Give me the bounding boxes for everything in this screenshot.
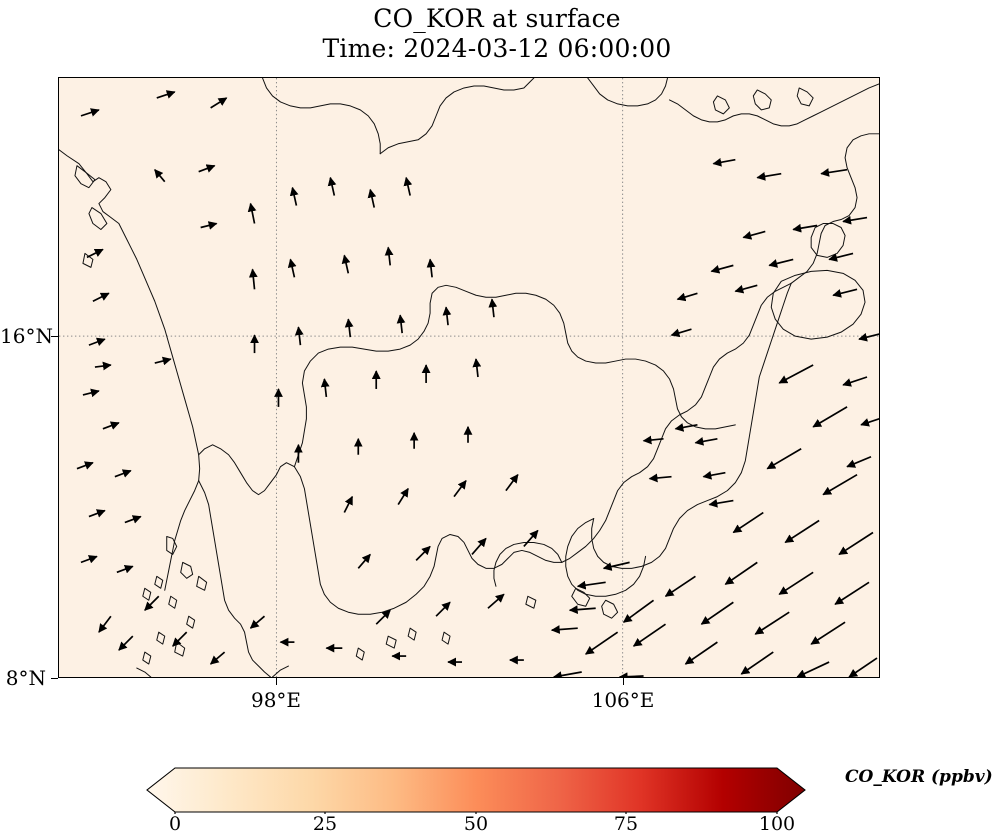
colorbar-tick-100: 100 [758,813,796,835]
title-line-variable: CO_KOR at surface [373,4,621,33]
figure-title: CO_KOR at surface Time: 2024-03-12 06:00… [0,4,994,63]
coastlines [59,78,879,677]
colorbar-tick-50: 50 [463,813,489,835]
title-line-time: Time: 2024-03-12 06:00:00 [322,33,672,63]
wind-vectors [76,90,879,677]
xtick-label-106E: 106°E [591,688,655,712]
xtick-mark-98E [276,678,278,685]
colorbar-graphic [146,767,806,814]
xtick-label-98E: 98°E [250,688,302,712]
gridlines [59,78,879,677]
xtick-mark-106E [623,678,625,685]
colorbar-label: CO_KOR (ppbv) [845,767,993,787]
ytick-mark-16N [51,336,58,338]
colorbar [145,766,807,814]
colorbar-tick-25: 25 [312,813,338,835]
ytick-label-8N: 8°N [5,666,46,690]
map-axes [58,77,880,678]
ytick-mark-8N [51,678,58,680]
ytick-label-16N: 16°N [0,324,53,348]
colorbar-tick-0: 0 [168,813,182,835]
colorbar-tick-75: 75 [613,813,639,835]
map-graphics [59,78,879,677]
